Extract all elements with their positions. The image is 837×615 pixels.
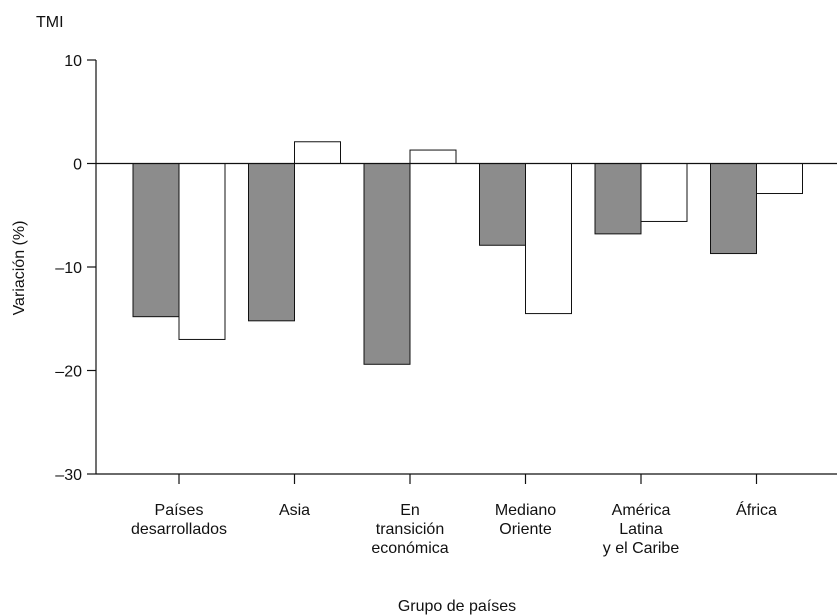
category-label-line: económica	[371, 540, 448, 557]
category-label: Asia	[279, 502, 310, 519]
bar	[294, 141, 341, 164]
y-tick-label: –30	[55, 467, 82, 484]
category-label-line: Latina	[619, 521, 663, 538]
y-tick-label: –20	[55, 364, 82, 381]
x-axis-title: Grupo de países	[398, 598, 516, 615]
category-label-line: Oriente	[499, 521, 552, 538]
bar	[409, 149, 457, 164]
y-axis-title: Variación (%)	[11, 221, 28, 316]
bar	[363, 163, 411, 365]
bar	[248, 163, 295, 322]
chart-title: TMI	[36, 14, 64, 31]
plot-area: 10 0 –10 –20 –30 Países desarrollados Asia En tra…	[55, 53, 837, 557]
category-label-line: Asia	[279, 502, 310, 519]
category-label: En transición económica	[371, 502, 448, 557]
y-tick-label: –10	[55, 260, 82, 277]
category-label-line: y el Caribe	[603, 540, 680, 557]
bar	[640, 163, 688, 222]
y-tick-label: 0	[73, 157, 82, 174]
y-tick-label: 10	[64, 53, 82, 70]
category-label-line: América	[612, 502, 671, 519]
bar	[710, 163, 757, 255]
category-label: América Latina y el Caribe	[603, 502, 680, 557]
bar	[756, 163, 803, 195]
bar	[479, 163, 526, 246]
category-label: África	[736, 500, 777, 519]
category-label: Países desarrollados	[131, 502, 227, 538]
category-label-line: Países	[155, 502, 204, 519]
category-label-line: Mediano	[495, 502, 556, 519]
category-label-line: En	[400, 502, 420, 519]
category-label: Mediano Oriente	[495, 502, 556, 538]
category-label-line: transición	[376, 521, 444, 538]
bar	[178, 163, 226, 340]
bar	[594, 163, 642, 235]
category-label-line: África	[736, 500, 777, 519]
bar	[132, 163, 180, 318]
category-label-line: desarrollados	[131, 521, 227, 538]
bar	[525, 163, 572, 315]
